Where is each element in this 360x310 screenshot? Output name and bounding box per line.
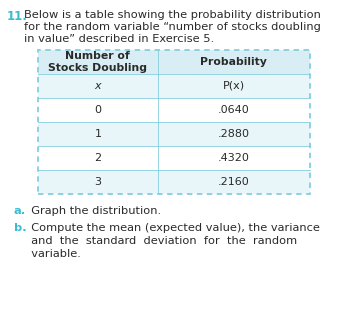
Text: x: x xyxy=(95,81,101,91)
Text: b.: b. xyxy=(14,223,27,233)
Text: in value” described in Exercise 5.: in value” described in Exercise 5. xyxy=(24,34,214,44)
Text: 1: 1 xyxy=(94,129,102,139)
Text: .0640: .0640 xyxy=(218,105,250,115)
Text: variable.: variable. xyxy=(24,249,81,259)
Bar xyxy=(38,122,310,146)
Text: .2880: .2880 xyxy=(218,129,250,139)
Text: 3: 3 xyxy=(94,177,102,187)
Text: Compute the mean (expected value), the variance: Compute the mean (expected value), the v… xyxy=(24,223,320,233)
Bar xyxy=(38,50,310,74)
Text: .2160: .2160 xyxy=(218,177,250,187)
Text: P(x): P(x) xyxy=(223,81,245,91)
Text: Graph the distribution.: Graph the distribution. xyxy=(24,206,161,216)
Text: for the random variable “number of stocks doubling: for the random variable “number of stock… xyxy=(24,22,321,32)
Text: Probability: Probability xyxy=(201,57,267,67)
Bar xyxy=(38,146,310,170)
Bar xyxy=(38,98,310,122)
Bar xyxy=(38,170,310,194)
Text: .4320: .4320 xyxy=(218,153,250,163)
Text: Number of
Stocks Doubling: Number of Stocks Doubling xyxy=(48,51,147,73)
Bar xyxy=(38,74,310,98)
Text: Below is a table showing the probability distribution: Below is a table showing the probability… xyxy=(24,10,321,20)
Text: and  the  standard  deviation  for  the  random: and the standard deviation for the rando… xyxy=(24,236,297,246)
Text: 2: 2 xyxy=(94,153,102,163)
Text: a.: a. xyxy=(14,206,26,216)
Bar xyxy=(38,50,310,194)
Text: 11.: 11. xyxy=(7,10,28,23)
Text: 0: 0 xyxy=(94,105,102,115)
